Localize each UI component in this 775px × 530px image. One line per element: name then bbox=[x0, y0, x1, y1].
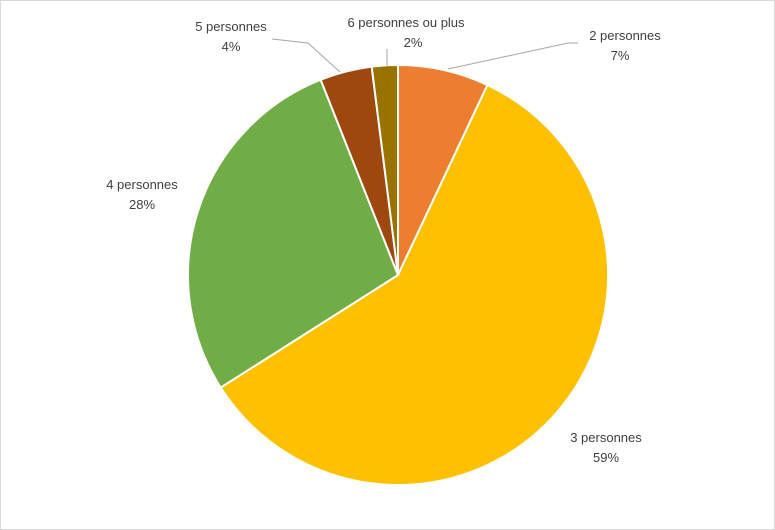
slice-label-6-personnes-ou-plus: 6 personnes ou plus bbox=[347, 15, 465, 30]
slice-label-4-personnes: 4 personnes bbox=[106, 177, 178, 192]
slice-value-3-personnes: 59% bbox=[593, 450, 619, 465]
slice-label-5-personnes: 5 personnes bbox=[195, 19, 267, 34]
pie-slice-3-personnes bbox=[219, 83, 609, 486]
pie-slices bbox=[187, 63, 609, 486]
leader-lines bbox=[271, 38, 578, 73]
leader-line-5-personnes bbox=[271, 38, 341, 73]
pie-slice-6-personnes-ou-plus bbox=[370, 63, 399, 276]
slice-value-2-personnes: 7% bbox=[611, 48, 630, 63]
slice-label-2-personnes: 2 personnes bbox=[589, 28, 661, 43]
slice-label-3-personnes: 3 personnes bbox=[570, 430, 642, 445]
slice-value-5-personnes: 4% bbox=[222, 39, 241, 54]
slice-value-4-personnes: 28% bbox=[129, 197, 155, 212]
slice-value-6-personnes-ou-plus: 2% bbox=[404, 35, 423, 50]
pie-slice-4-personnes bbox=[187, 78, 400, 389]
leader-line-2-personnes bbox=[447, 42, 578, 70]
